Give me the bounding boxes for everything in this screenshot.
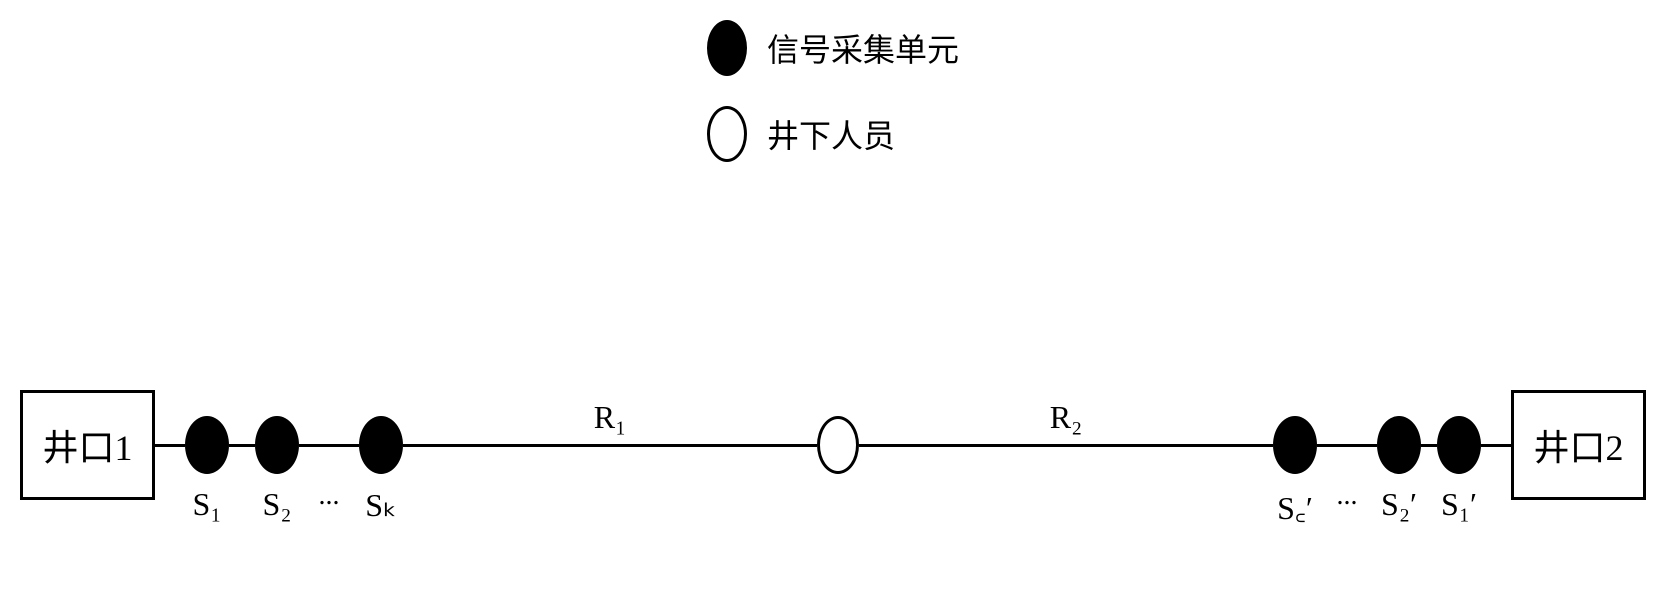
connector-line	[229, 444, 255, 447]
sensor-label: Sₖ	[365, 486, 396, 524]
sensor-label: S₂	[263, 486, 292, 523]
sensor-group-right: S꜀′ ... S₂′ S₁′	[1273, 416, 1481, 474]
sensor-ellipse-icon	[1273, 416, 1317, 474]
connector-line	[1317, 444, 1377, 447]
sensor-label: S꜀′	[1277, 486, 1313, 529]
ellipsis-dots: ...	[1337, 480, 1358, 512]
signal-unit-icon	[707, 20, 747, 76]
sensor-s1: S₁	[185, 416, 229, 474]
sensor-s2-prime: S₂′	[1377, 416, 1421, 474]
person-node	[817, 416, 859, 474]
sensor-ellipse-icon	[185, 416, 229, 474]
connector-line	[155, 444, 185, 447]
well-left: 井口1	[20, 390, 155, 500]
sensor-label: S₂′	[1381, 486, 1417, 523]
legend-label-personnel: 井下人员	[767, 111, 895, 157]
sensor-label: S₁	[193, 486, 222, 523]
segment-r1: R₁	[403, 444, 817, 447]
well-right: 井口2	[1511, 390, 1646, 500]
well-right-label: 井口2	[1533, 419, 1623, 471]
sensor-group-left: S₁ S₂ ... Sₖ	[185, 416, 403, 474]
personnel-icon	[707, 106, 747, 162]
legend: 信号采集单元 井下人员	[707, 20, 959, 162]
connector-line	[1421, 444, 1437, 447]
legend-item-signal-unit: 信号采集单元	[707, 20, 959, 76]
sensor-ellipse-icon	[1437, 416, 1481, 474]
segment-label-r1: R₁	[594, 399, 627, 436]
legend-item-personnel: 井下人员	[707, 106, 959, 162]
segment-label-r2: R₂	[1050, 399, 1083, 436]
sensor-sc-prime: S꜀′	[1273, 416, 1317, 474]
main-diagram: 井口1 S₁ S₂ ... Sₖ R₁ R₂	[0, 390, 1666, 500]
sensor-ellipse-icon	[1377, 416, 1421, 474]
sensor-ellipse-icon	[255, 416, 299, 474]
person-ellipse-icon	[817, 416, 859, 474]
connector-line	[1481, 444, 1511, 447]
connector-line	[299, 444, 359, 447]
segment-r2: R₂	[859, 444, 1273, 447]
well-left-label: 井口1	[42, 419, 132, 471]
legend-label-signal-unit: 信号采集单元	[767, 25, 959, 71]
sensor-sk: Sₖ	[359, 416, 403, 474]
sensor-s2: S₂	[255, 416, 299, 474]
sensor-label: S₁′	[1441, 486, 1477, 523]
sensor-s1-prime: S₁′	[1437, 416, 1481, 474]
ellipsis-dots: ...	[319, 480, 340, 512]
sensor-ellipse-icon	[359, 416, 403, 474]
